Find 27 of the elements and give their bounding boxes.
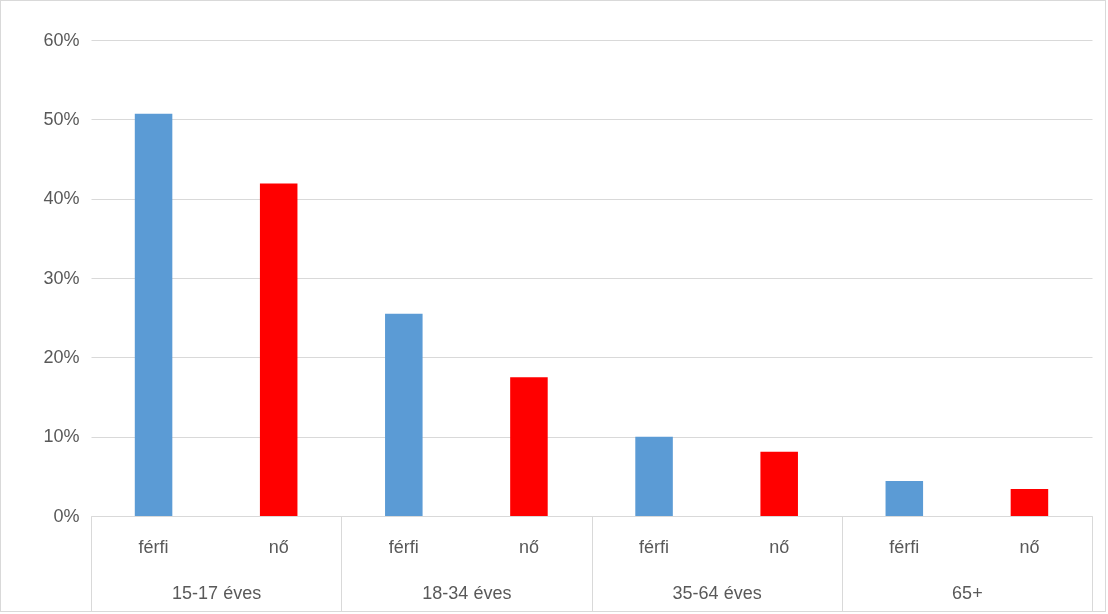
y-tick-label: 20% (43, 346, 80, 367)
y-tick-label: 60% (43, 29, 80, 50)
bar (259, 183, 298, 516)
y-tick-label: 0% (53, 505, 80, 526)
bar (134, 113, 173, 516)
x-tick-label: 15-17 éves (172, 582, 262, 603)
bar (385, 313, 423, 516)
y-tick-label: 10% (43, 426, 80, 447)
y-tick-label: 40% (43, 188, 80, 209)
bar (635, 436, 673, 516)
text: nő (1019, 537, 1040, 557)
bar (760, 451, 798, 516)
series-label: férfi (138, 537, 169, 557)
bar (885, 481, 924, 516)
y-tick-label: 50% (43, 108, 80, 129)
text: férfi (388, 537, 419, 557)
text: férfi (639, 537, 670, 557)
text: nő (518, 537, 539, 557)
x-tick-label: 65+ (952, 582, 983, 603)
bar (510, 377, 548, 516)
text: nő (769, 537, 790, 557)
x-tick-label: 18-34 éves (422, 582, 512, 603)
y-tick-label: 30% (43, 267, 80, 288)
series-label: nő (268, 537, 289, 557)
text: férfi (889, 537, 920, 557)
bar (1010, 489, 1049, 516)
x-tick-label: 35-64 éves (672, 582, 762, 603)
